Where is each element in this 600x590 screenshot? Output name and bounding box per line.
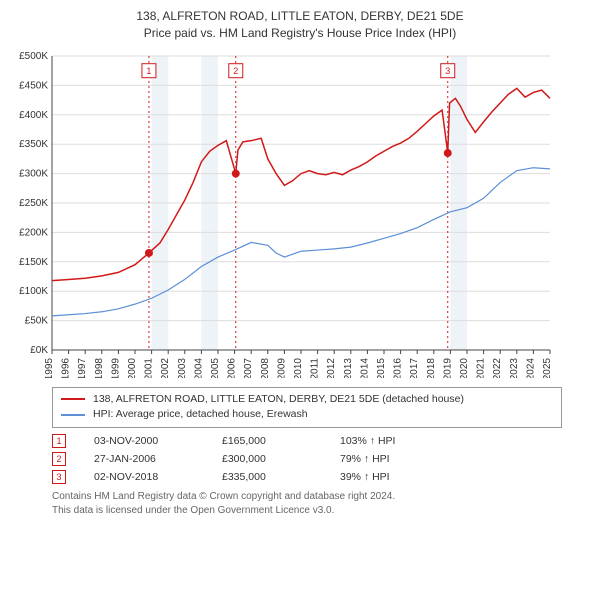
chart-title-block: 138, ALFRETON ROAD, LITTLE EATON, DERBY,…: [8, 8, 592, 42]
svg-text:2019: 2019: [442, 357, 453, 377]
svg-text:2016: 2016: [393, 357, 404, 377]
svg-text:2: 2: [233, 66, 238, 76]
svg-text:£450K: £450K: [19, 80, 48, 91]
svg-text:£300K: £300K: [19, 168, 48, 179]
svg-text:£500K: £500K: [19, 51, 48, 62]
svg-text:2006: 2006: [227, 357, 238, 377]
svg-text:£100K: £100K: [19, 286, 48, 297]
sale-pct: 79% ↑ HPI: [340, 453, 450, 465]
svg-text:1995: 1995: [44, 357, 55, 377]
svg-text:3: 3: [445, 66, 450, 76]
sale-row: 2 27-JAN-2006 £300,000 79% ↑ HPI: [8, 450, 592, 468]
price-chart: £0K £50K £100K £150K £200K £250K £300K £350K £40…: [8, 48, 568, 378]
sale-row: 3 02-NOV-2018 £335,000 39% ↑ HPI: [8, 468, 592, 486]
svg-text:2014: 2014: [359, 357, 370, 377]
title-line-2: Price paid vs. HM Land Registry's House …: [8, 25, 592, 42]
footer-note: Contains HM Land Registry data © Crown c…: [52, 490, 562, 518]
sale-pct: 39% ↑ HPI: [340, 471, 450, 483]
svg-text:2015: 2015: [376, 357, 387, 377]
svg-text:2002: 2002: [160, 357, 171, 377]
svg-text:2003: 2003: [177, 357, 188, 377]
legend-swatch-hpi: [61, 414, 85, 416]
svg-text:1996: 1996: [61, 357, 72, 377]
svg-text:2013: 2013: [343, 357, 354, 377]
svg-text:2024: 2024: [525, 357, 536, 377]
sale-marker-box: 3: [52, 470, 66, 484]
sale-date: 02-NOV-2018: [94, 471, 194, 483]
svg-text:1997: 1997: [77, 357, 88, 377]
svg-text:£250K: £250K: [19, 198, 48, 209]
sale-date: 27-JAN-2006: [94, 453, 194, 465]
svg-text:2005: 2005: [210, 357, 221, 377]
svg-text:2023: 2023: [509, 357, 520, 377]
svg-text:1998: 1998: [94, 357, 105, 377]
svg-text:£200K: £200K: [19, 227, 48, 238]
legend-row-price: 138, ALFRETON ROAD, LITTLE EATON, DERBY,…: [61, 392, 553, 408]
svg-text:2001: 2001: [144, 357, 155, 377]
sale-price: £300,000: [222, 453, 312, 465]
footer-line-1: Contains HM Land Registry data © Crown c…: [52, 490, 562, 504]
svg-text:2025: 2025: [542, 357, 553, 377]
sale-date: 03-NOV-2000: [94, 435, 194, 447]
sale-pct: 103% ↑ HPI: [340, 435, 450, 447]
title-line-1: 138, ALFRETON ROAD, LITTLE EATON, DERBY,…: [8, 8, 592, 25]
sales-list: 1 03-NOV-2000 £165,000 103% ↑ HPI 2 27-JAN-20…: [8, 432, 592, 486]
sale-price: £335,000: [222, 471, 312, 483]
svg-text:2008: 2008: [260, 357, 271, 377]
sale-marker-box: 2: [52, 452, 66, 466]
svg-text:£50K: £50K: [25, 315, 49, 326]
svg-text:2020: 2020: [459, 357, 470, 377]
svg-text:2000: 2000: [127, 357, 138, 377]
svg-text:£150K: £150K: [19, 256, 48, 267]
footer-line-2: This data is licensed under the Open Gov…: [52, 504, 562, 518]
legend-swatch-price: [61, 398, 85, 400]
svg-text:£400K: £400K: [19, 109, 48, 120]
svg-text:£0K: £0K: [30, 345, 48, 356]
sale-marker-box: 1: [52, 434, 66, 448]
svg-text:2017: 2017: [409, 357, 420, 377]
svg-text:2018: 2018: [426, 357, 437, 377]
sale-price: £165,000: [222, 435, 312, 447]
legend-label-hpi: HPI: Average price, detached house, Erew…: [93, 407, 308, 423]
svg-text:1: 1: [146, 66, 151, 76]
svg-text:2011: 2011: [310, 357, 321, 377]
svg-text:2021: 2021: [476, 357, 487, 377]
svg-text:2022: 2022: [492, 357, 503, 377]
svg-text:2010: 2010: [293, 357, 304, 377]
svg-text:2012: 2012: [326, 357, 337, 377]
chart-container: £0K £50K £100K £150K £200K £250K £300K £350K £40…: [8, 48, 592, 381]
legend-box: 138, ALFRETON ROAD, LITTLE EATON, DERBY,…: [52, 387, 562, 429]
svg-text:2007: 2007: [243, 357, 254, 377]
svg-text:£350K: £350K: [19, 139, 48, 150]
sale-row: 1 03-NOV-2000 £165,000 103% ↑ HPI: [8, 432, 592, 450]
legend-row-hpi: HPI: Average price, detached house, Erew…: [61, 407, 553, 423]
svg-text:1999: 1999: [110, 357, 121, 377]
legend-label-price: 138, ALFRETON ROAD, LITTLE EATON, DERBY,…: [93, 392, 464, 408]
svg-text:2009: 2009: [276, 357, 287, 377]
svg-text:2004: 2004: [193, 357, 204, 377]
